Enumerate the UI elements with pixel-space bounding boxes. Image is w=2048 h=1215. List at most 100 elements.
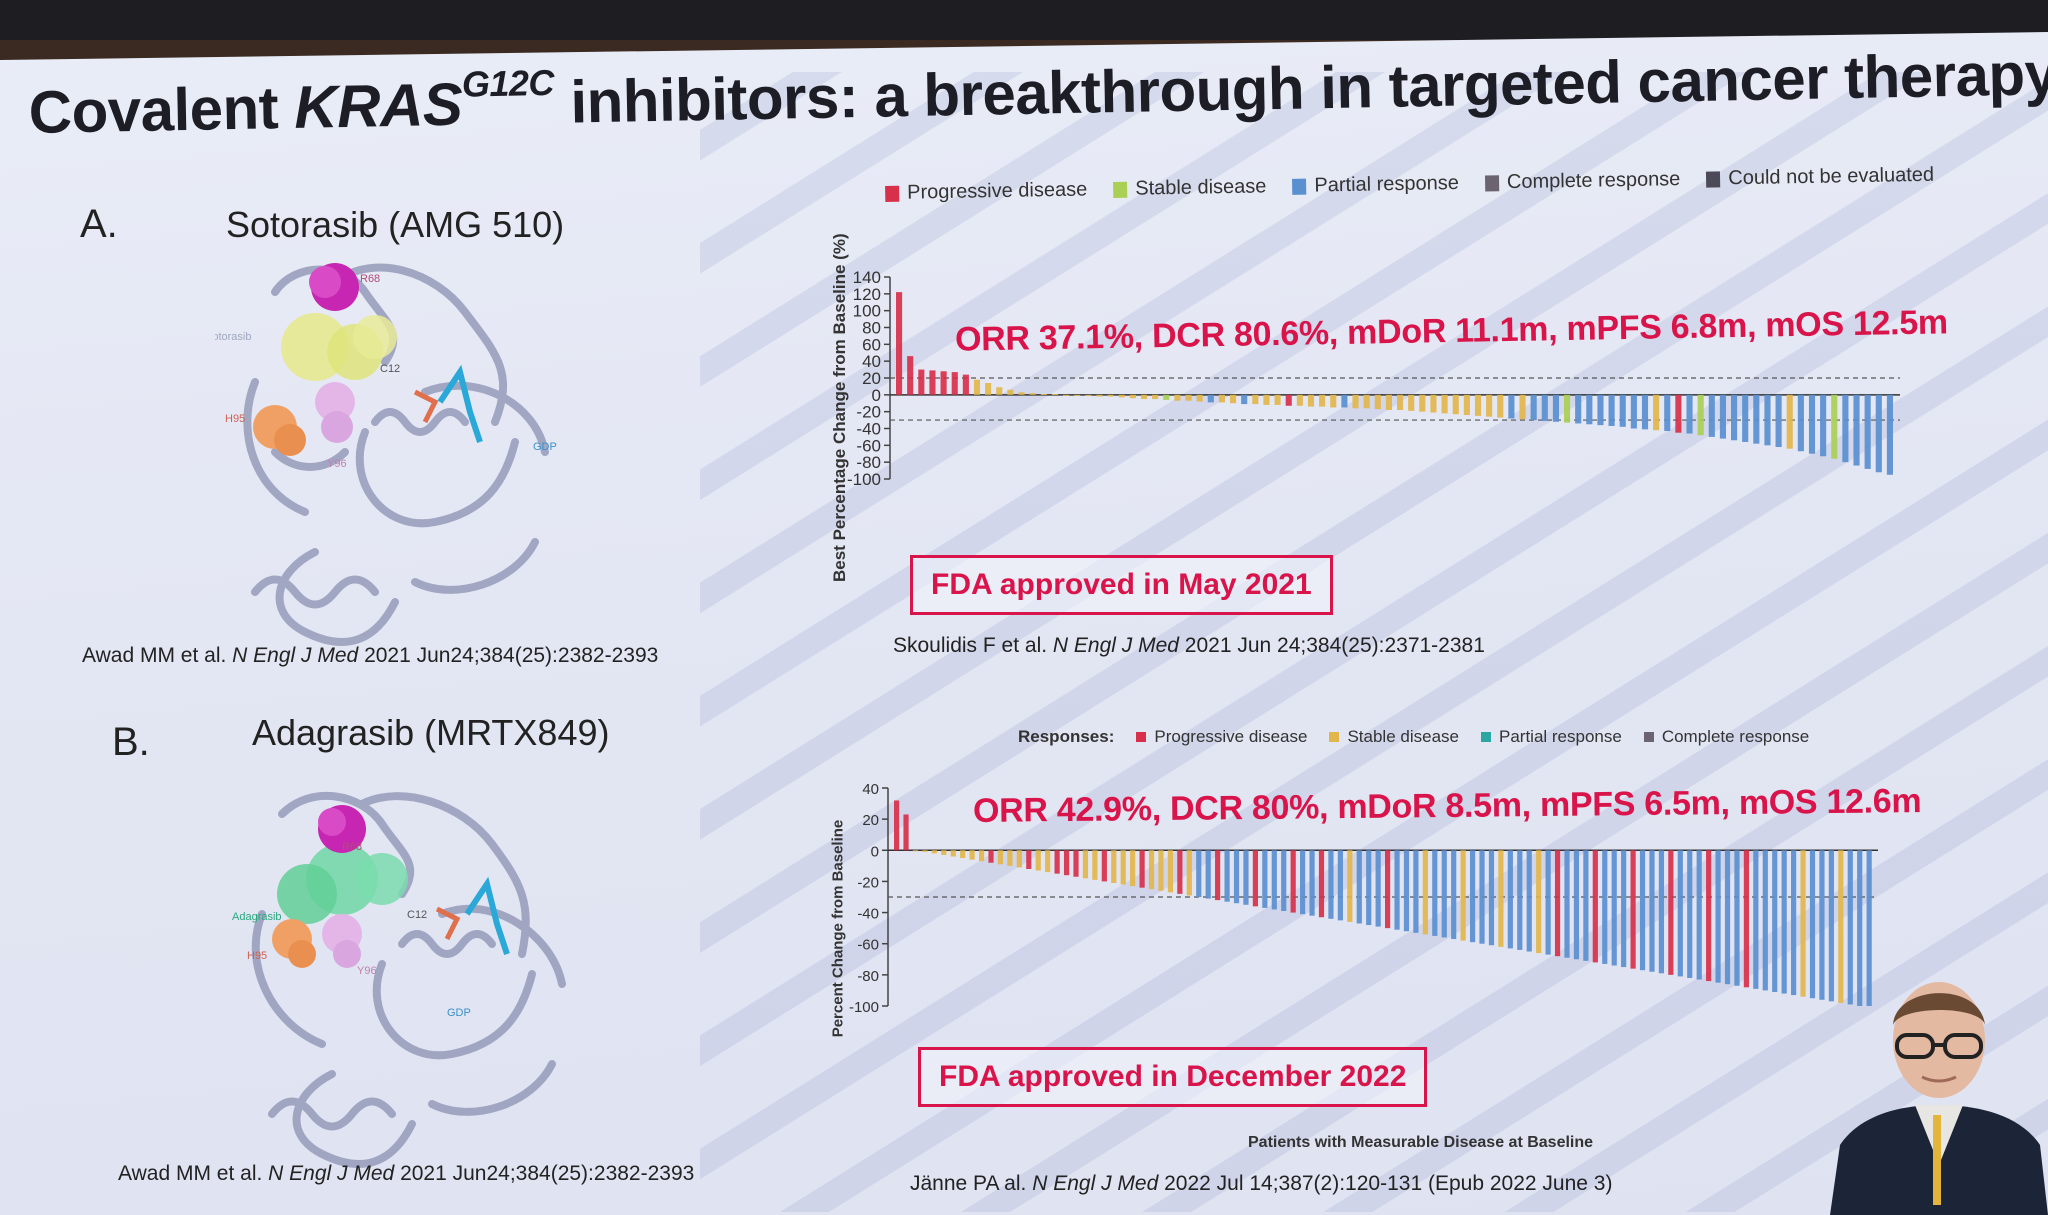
waterfall-bar: [1847, 850, 1853, 1005]
waterfall-bar: [1007, 850, 1013, 866]
waterfall-bar: [1675, 394, 1682, 433]
waterfall-bar: [988, 850, 994, 863]
chart-b-xlabel: Patients with Measurable Disease at Base…: [1248, 1134, 1594, 1151]
waterfall-bar: [1857, 850, 1863, 1006]
waterfall-bar: [1148, 850, 1155, 890]
waterfall-bar: [1309, 850, 1315, 916]
citation-authors: Awad MM et al.: [118, 1162, 269, 1185]
waterfall-bar: [1764, 394, 1771, 446]
legend-item: Complete response: [1643, 727, 1810, 747]
waterfall-bar: [1564, 850, 1570, 958]
waterfall-bar: [1724, 850, 1731, 985]
waterfall-bar: [1554, 850, 1561, 957]
waterfall-bar: [1753, 850, 1759, 989]
waterfall-bar: [960, 850, 966, 859]
waterfall-bar: [1608, 394, 1615, 426]
waterfall-bar: [1719, 394, 1726, 439]
waterfall-bar: [1696, 850, 1702, 980]
waterfall-bar: [1196, 394, 1203, 402]
waterfall-bar: [996, 387, 1003, 395]
waterfall-bar: [962, 374, 969, 395]
waterfall-bar: [1653, 394, 1660, 431]
waterfall-bar: [1285, 394, 1292, 406]
waterfall-bar: [1545, 850, 1551, 955]
waterfall-bar: [1677, 850, 1683, 977]
y-tick-label: -100: [849, 999, 879, 1016]
residue-label-h95: H95: [247, 950, 267, 962]
waterfall-bar: [1054, 850, 1060, 874]
waterfall-bar: [1602, 850, 1608, 964]
y-tick-label: 100: [853, 302, 881, 321]
presenter-person: [1830, 982, 2048, 1215]
waterfall-bar: [1163, 394, 1170, 400]
waterfall-bar: [1394, 850, 1400, 930]
legend-label: Partial response: [1314, 171, 1460, 197]
waterfall-bar: [1174, 394, 1181, 401]
waterfall-bar: [941, 850, 947, 855]
waterfall-bar: [1074, 394, 1081, 396]
legend-swatch: [1480, 732, 1491, 742]
waterfall-bar: [1808, 394, 1816, 454]
section-a-trial-citation: Skoulidis F et al. N Engl J Med 2021 Jun…: [893, 634, 1485, 658]
waterfall-bar: [912, 850, 919, 852]
citation-authors: Jänne PA al.: [910, 1172, 1033, 1195]
waterfall-bar: [1186, 850, 1192, 896]
legend-title: Responses:: [1018, 727, 1115, 746]
waterfall-bar: [1630, 394, 1637, 429]
section-b-structure-citation: Awad MM et al. N Engl J Med 2021 Jun24;3…: [118, 1162, 694, 1186]
waterfall-bar: [931, 850, 937, 854]
waterfall-bar: [1586, 394, 1593, 425]
legend-label: Complete response: [1661, 727, 1810, 746]
legend-item: Could not be evaluated: [1706, 164, 1934, 191]
residue-label-h95: H95: [225, 413, 245, 425]
chart-b-ylabel: Percent Change from Baseline: [829, 819, 847, 1038]
waterfall-bar: [1185, 394, 1192, 401]
cofactor-label-gdp: GDP: [533, 441, 557, 453]
legend-item: Partial response: [1292, 172, 1459, 198]
legend-label: Complete response: [1506, 168, 1681, 194]
waterfall-bar: [1460, 850, 1466, 941]
waterfall-bar: [1706, 850, 1712, 982]
waterfall-bar: [1422, 850, 1428, 935]
waterfall-bar: [1230, 394, 1237, 404]
waterfall-bar: [1842, 394, 1849, 463]
waterfall-bar: [1430, 394, 1437, 413]
legend-label: Could not be evaluated: [1728, 163, 1935, 190]
title-suffix: inhibitors: a breakthrough in targeted c…: [553, 40, 2048, 136]
waterfall-bar: [1263, 394, 1270, 405]
citation-journal: N Engl J Med: [268, 1162, 395, 1185]
cofactor-label-gdp: GDP: [447, 1007, 471, 1019]
waterfall-bar: [1029, 393, 1036, 395]
citation-journal: N Engl J Med: [232, 644, 359, 667]
ligand-label: Adagrasib: [232, 911, 282, 923]
waterfall-bar: [1385, 394, 1392, 410]
citation-authors: Awad MM et al.: [82, 644, 233, 667]
waterfall-bar: [985, 383, 992, 395]
waterfall-bar: [929, 370, 936, 395]
y-tick-label: -40: [857, 906, 879, 923]
waterfall-bar: [1621, 850, 1627, 968]
waterfall-bar: [1129, 394, 1136, 399]
waterfall-bar: [1051, 393, 1058, 395]
waterfall-bar: [1772, 850, 1778, 992]
waterfall-bar: [1158, 850, 1164, 891]
waterfall-bar: [1241, 394, 1248, 405]
ligand-label: Sotorasib: [215, 331, 251, 343]
chart-b-approval-box: FDA approved in December 2022: [918, 1047, 1428, 1107]
waterfall-bar: [896, 292, 903, 395]
waterfall-bar: [1469, 850, 1476, 943]
waterfall-bar: [1800, 850, 1806, 997]
waterfall-bar: [940, 371, 947, 395]
waterfall-bar: [1073, 850, 1079, 877]
residue-label-y96: Y96: [327, 458, 347, 470]
waterfall-bar: [1366, 850, 1372, 926]
section-b-letter: B.: [112, 720, 150, 764]
y-tick-label: -20: [857, 874, 879, 891]
legend-item: Progressive disease: [885, 178, 1087, 205]
waterfall-bar: [1875, 394, 1882, 473]
waterfall-bar: [1592, 850, 1598, 963]
waterfall-bar: [1167, 850, 1174, 893]
waterfall-bar: [1809, 850, 1816, 999]
legend-swatch: [1113, 181, 1128, 198]
